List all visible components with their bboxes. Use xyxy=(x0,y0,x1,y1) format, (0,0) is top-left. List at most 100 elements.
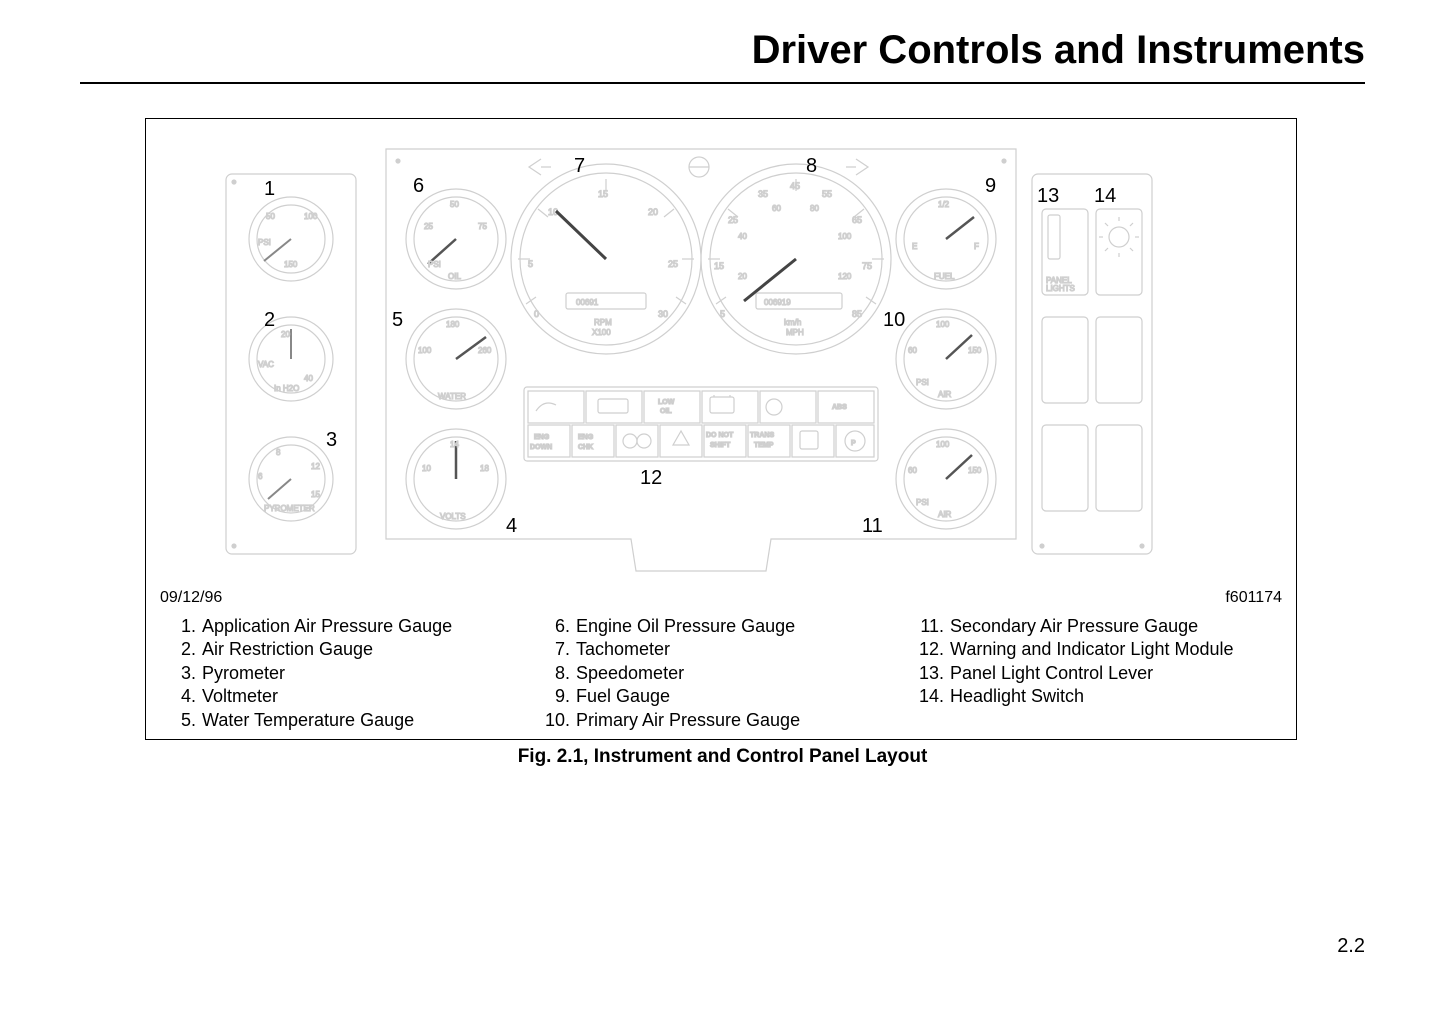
figure-date: 09/12/96 xyxy=(160,589,222,607)
svg-text:PSI: PSI xyxy=(428,260,441,269)
svg-text:150: 150 xyxy=(968,466,982,475)
callout-10: 10 xyxy=(883,309,905,332)
svg-text:E: E xyxy=(912,242,917,251)
legend-col-3: 11.Secondary Air Pressure Gauge 12.Warni… xyxy=(908,615,1282,732)
svg-text:85: 85 xyxy=(852,309,862,319)
svg-text:In H2O: In H2O xyxy=(274,384,299,393)
svg-text:15: 15 xyxy=(714,261,724,271)
svg-text:P: P xyxy=(851,440,856,447)
svg-text:ENG: ENG xyxy=(534,434,550,441)
svg-text:260: 260 xyxy=(478,346,492,355)
svg-text:6: 6 xyxy=(258,472,263,481)
svg-text:20: 20 xyxy=(281,330,290,339)
callout-9: 9 xyxy=(985,175,996,198)
svg-text:AIR: AIR xyxy=(938,390,952,399)
svg-text:F: F xyxy=(974,242,979,251)
legend-item: 6.Engine Oil Pressure Gauge xyxy=(534,615,908,638)
svg-text:PSI: PSI xyxy=(916,498,929,507)
svg-text:TRANS: TRANS xyxy=(750,432,774,439)
svg-text:00691: 00691 xyxy=(576,298,599,307)
svg-text:VOLTS: VOLTS xyxy=(440,512,466,521)
svg-text:006919: 006919 xyxy=(764,298,791,307)
svg-text:VAC: VAC xyxy=(258,360,274,369)
svg-text:150: 150 xyxy=(284,260,298,269)
warning-module: LOW OIL ABS xyxy=(524,387,878,461)
svg-text:100: 100 xyxy=(936,320,950,329)
svg-text:20: 20 xyxy=(648,207,658,217)
legend-item: 4.Voltmeter xyxy=(160,685,534,708)
svg-text:PYROMETER: PYROMETER xyxy=(264,504,315,513)
callout-14: 14 xyxy=(1094,185,1116,208)
svg-text:5: 5 xyxy=(528,259,533,269)
svg-text:OIL: OIL xyxy=(660,408,672,415)
svg-text:65: 65 xyxy=(852,215,862,225)
svg-text:100: 100 xyxy=(418,346,432,355)
svg-text:PSI: PSI xyxy=(916,378,929,387)
gauge-water: 100 180 260 WATER xyxy=(406,309,506,409)
gauge-speedometer: 5 15 25 35 45 55 65 75 85 20 40 60 80 10… xyxy=(701,164,891,354)
svg-text:180: 180 xyxy=(446,320,460,329)
gauge-volts: 10 14 18 VOLTS xyxy=(406,429,506,529)
callout-4: 4 xyxy=(506,515,517,538)
gauge-air-primary: 60 100 150 PSI AIR xyxy=(896,309,996,409)
svg-text:15: 15 xyxy=(311,490,320,499)
callout-8: 8 xyxy=(806,155,817,178)
legend-item: 11.Secondary Air Pressure Gauge xyxy=(908,615,1282,638)
svg-text:25: 25 xyxy=(668,259,678,269)
svg-text:45: 45 xyxy=(790,181,800,191)
callout-12: 12 xyxy=(640,467,662,490)
svg-text:14: 14 xyxy=(450,440,459,449)
svg-text:18: 18 xyxy=(480,464,489,473)
legend-item: 2.Air Restriction Gauge xyxy=(160,638,534,661)
legend-col-1: 1.Application Air Pressure Gauge 2.Air R… xyxy=(160,615,534,732)
switch-headlight xyxy=(1096,209,1142,295)
gauge-application-air: 50 100 150 PSI xyxy=(249,197,333,281)
callout-7: 7 xyxy=(574,155,585,178)
dashboard-svg: 50 100 150 PSI 20 VAC 40 In H2O xyxy=(146,119,1296,589)
svg-text:100: 100 xyxy=(304,212,318,221)
svg-text:CHK: CHK xyxy=(578,444,593,451)
svg-text:WATER: WATER xyxy=(438,392,466,401)
callout-5: 5 xyxy=(392,309,403,332)
legend-item: 9.Fuel Gauge xyxy=(534,685,908,708)
legend: 1.Application Air Pressure Gauge 2.Air R… xyxy=(160,615,1282,732)
svg-text:60: 60 xyxy=(908,466,917,475)
svg-text:X100: X100 xyxy=(592,328,611,337)
svg-text:20: 20 xyxy=(738,272,747,281)
figure-caption: Fig. 2.1, Instrument and Control Panel L… xyxy=(0,746,1445,768)
gauge-pyrometer: 6 8 12 15 PYROMETER xyxy=(249,437,333,521)
svg-text:MPH: MPH xyxy=(786,328,804,337)
gauge-oil: 25 50 75 PSI OIL xyxy=(406,189,506,289)
svg-text:10: 10 xyxy=(422,464,431,473)
svg-text:LIGHTS: LIGHTS xyxy=(1046,284,1075,293)
callout-13: 13 xyxy=(1037,185,1059,208)
gauge-fuel: E 1/2 F FUEL xyxy=(896,189,996,289)
svg-text:RPM: RPM xyxy=(594,318,612,327)
svg-text:PSI: PSI xyxy=(258,238,271,247)
svg-text:40: 40 xyxy=(738,232,747,241)
svg-text:12: 12 xyxy=(311,462,320,471)
svg-text:50: 50 xyxy=(266,212,275,221)
legend-item: 8.Speedometer xyxy=(534,662,908,685)
svg-text:ENG: ENG xyxy=(578,434,594,441)
legend-item: 10.Primary Air Pressure Gauge xyxy=(534,709,908,732)
figure-ref: f601174 xyxy=(1225,589,1282,607)
svg-text:100: 100 xyxy=(838,232,852,241)
svg-text:OIL: OIL xyxy=(448,272,461,281)
svg-text:FUEL: FUEL xyxy=(934,272,955,281)
gauge-air-restriction: 20 VAC 40 In H2O xyxy=(249,317,333,401)
callout-6: 6 xyxy=(413,175,424,198)
svg-text:120: 120 xyxy=(838,272,852,281)
legend-item: 3.Pyrometer xyxy=(160,662,534,685)
svg-text:DO NOT: DO NOT xyxy=(706,432,734,439)
svg-text:km/h: km/h xyxy=(784,318,801,327)
svg-text:8: 8 xyxy=(276,448,281,457)
legend-item: 1.Application Air Pressure Gauge xyxy=(160,615,534,638)
legend-item: 7.Tachometer xyxy=(534,638,908,661)
figure-box: 50 100 150 PSI 20 VAC 40 In H2O xyxy=(145,118,1297,740)
svg-text:25: 25 xyxy=(728,215,738,225)
page: Driver Controls and Instruments 50 100 1… xyxy=(0,0,1445,1018)
callout-11: 11 xyxy=(862,515,883,538)
svg-text:100: 100 xyxy=(936,440,950,449)
svg-text:75: 75 xyxy=(862,261,872,271)
